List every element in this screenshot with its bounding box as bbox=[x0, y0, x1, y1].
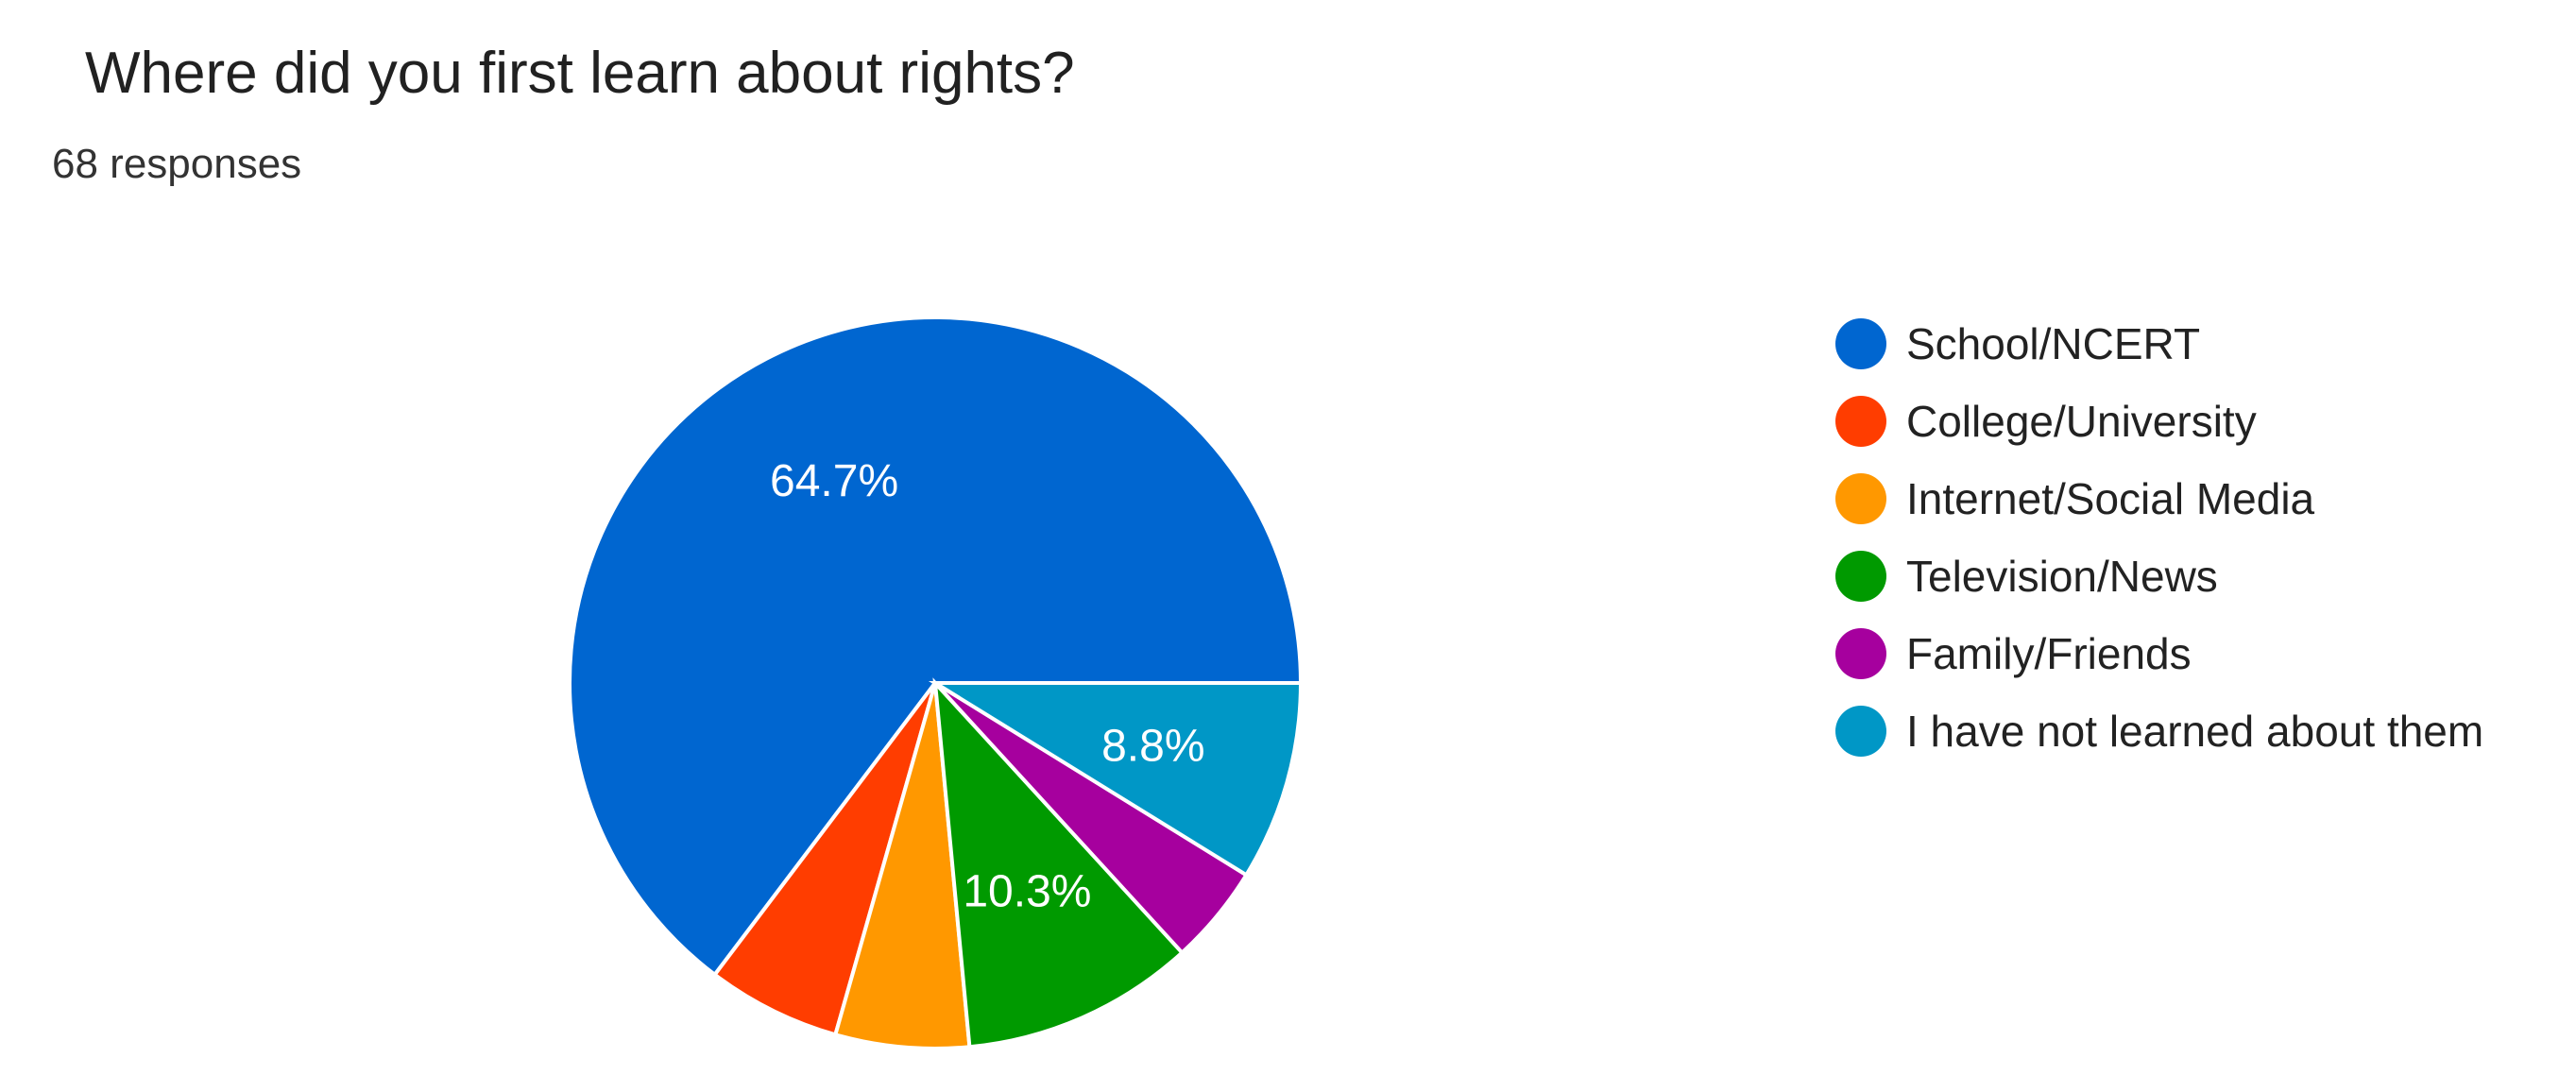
legend-label-school-ncert: School/NCERT bbox=[1906, 319, 2200, 368]
legend-swatch-i-have-not-learned-about-them bbox=[1835, 706, 1886, 757]
slice-label-i-have-not-learned-about-them: 8.8% bbox=[1101, 722, 1204, 772]
pie-slice-school-ncert bbox=[568, 316, 1304, 978]
legend-swatch-internet-social-media bbox=[1835, 473, 1886, 524]
pie-slice-college-university bbox=[711, 681, 937, 1037]
legend-label-television-news: Television/News bbox=[1906, 552, 2218, 601]
slice-label-television-news: 10.3% bbox=[963, 866, 1091, 916]
pie-slice-internet-social-media bbox=[832, 682, 972, 1050]
pie-slice-i-have-not-learned-about-them bbox=[928, 681, 1304, 878]
legend: School/NCERT College/University Internet/S… bbox=[1835, 318, 2483, 757]
legend-swatch-school-ncert bbox=[1835, 318, 1886, 369]
pie-slice-television-news bbox=[932, 677, 1186, 1049]
pie-slice-labels: 64.7% 10.3% 8.8% bbox=[770, 456, 1204, 916]
legend-swatch-television-news bbox=[1835, 551, 1886, 602]
slice-label-school-ncert: 64.7% bbox=[770, 456, 898, 506]
legend-swatch-family-friends bbox=[1835, 628, 1886, 679]
legend-label-college-university: College/University bbox=[1906, 397, 2257, 446]
legend-label-internet-social-media: Internet/Social Media bbox=[1906, 474, 2315, 523]
legend-label-family-friends: Family/Friends bbox=[1906, 629, 2192, 678]
pie-slices bbox=[568, 316, 1304, 1050]
legend-label-i-have-not-learned-about-them: I have not learned about them bbox=[1906, 707, 2483, 756]
legend-swatch-college-university bbox=[1835, 396, 1886, 447]
responses-count: 68 responses bbox=[52, 141, 301, 187]
chart-title: Where did you first learn about rights? bbox=[85, 41, 1075, 106]
